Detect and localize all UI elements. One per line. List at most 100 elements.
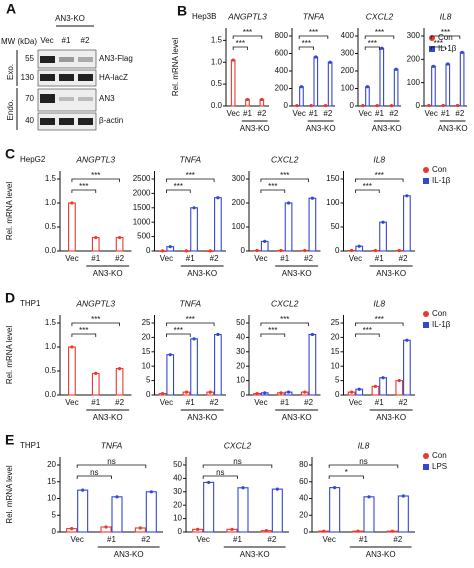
significance-bracket [260, 178, 309, 182]
significance-label: *** [91, 171, 100, 180]
significance-label: *** [363, 182, 372, 191]
y-tick-label: 200 [232, 198, 246, 207]
bar-dot [373, 248, 378, 253]
legend-marker [423, 453, 429, 459]
y-tick-label: 10 [47, 494, 56, 503]
bar-dot [70, 527, 74, 531]
x-tick-label: #2 [304, 398, 313, 407]
y-tick-label: 25 [142, 318, 151, 327]
y-tick-label: 5 [146, 376, 151, 385]
bar-dot [390, 529, 394, 533]
x-tick-label: #1 [375, 398, 384, 407]
bar-dot [389, 104, 394, 108]
significance-bracket [202, 464, 273, 468]
significance-label: *** [236, 39, 245, 48]
x-tick-label: Vec [292, 109, 305, 118]
y-tick-label: 10 [173, 514, 182, 523]
y-axis-label: Rel. mRNA level [5, 326, 14, 384]
legend-marker [423, 311, 429, 317]
bar-dot [314, 55, 318, 59]
band [78, 118, 93, 125]
legend-marker [423, 464, 429, 470]
y-axis-label: Rel. mRNA level [5, 465, 14, 523]
x-tick-label: #1 [309, 109, 318, 118]
bar-dot [323, 103, 328, 108]
y-tick-label: 40 [299, 494, 308, 503]
y-tick-label: 2500 [133, 174, 151, 183]
x-tick-label: #1 [91, 254, 100, 263]
y-tick-label: 0 [178, 527, 183, 536]
bar [230, 59, 236, 107]
significance-label: *** [91, 315, 100, 324]
bar-dot [460, 50, 464, 54]
band [59, 118, 74, 125]
bar [115, 368, 124, 396]
bar [445, 63, 451, 107]
y-tick-label: 15 [47, 477, 56, 486]
subplot-title: CXCL2 [366, 11, 394, 21]
bar-dot [367, 495, 371, 499]
bar-dot [70, 201, 74, 205]
bar [77, 489, 89, 533]
legend-label: Con [432, 165, 447, 174]
bar-dot [333, 486, 337, 490]
x-tick-label: #1 [280, 398, 289, 407]
x-tick-label: #1 [186, 254, 195, 263]
subplot-title: IL8 [373, 298, 385, 308]
subplot-title: TNFA [179, 298, 201, 308]
significance-label: ns [359, 457, 367, 466]
bar-dot [168, 353, 172, 357]
y-tick-label: 20 [47, 460, 56, 469]
significance-bracket [76, 475, 112, 479]
bar [379, 47, 385, 107]
x-tick-label: #1 [186, 398, 195, 407]
bar-dot [361, 104, 365, 108]
bar-dot [381, 376, 385, 380]
group-label: AN3-KO [240, 550, 270, 559]
y-tick-label: 1500 [133, 203, 151, 212]
bar-dot [168, 245, 172, 249]
lane-label: #1 [62, 36, 71, 45]
y-tick-label: 300 [341, 49, 355, 58]
y-tick-label: 5 [52, 510, 57, 519]
bar [365, 86, 370, 107]
bar [166, 354, 175, 396]
x-tick-label: Vec [424, 109, 437, 118]
subplot-title: TNFA [179, 154, 201, 164]
significance-label: *** [79, 182, 88, 191]
y-tick-label: 100 [326, 198, 340, 207]
significance-bracket [71, 333, 97, 337]
significance-bracket [298, 46, 314, 50]
x-tick-label: #2 [267, 535, 276, 544]
bar-dot [196, 527, 200, 531]
bar [68, 202, 76, 252]
x-tick-label: Vec [65, 254, 78, 263]
x-tick-label: Vec [254, 254, 267, 263]
bar [111, 496, 123, 533]
significance-label: *** [363, 326, 372, 335]
x-tick-label: Vec [160, 254, 173, 263]
bar [403, 195, 411, 252]
band-name: AN3 [99, 94, 115, 103]
significance-label: *** [309, 28, 318, 37]
bar-dot [286, 390, 291, 394]
y-tick-label: 0.0 [211, 101, 223, 110]
lane-label: #2 [81, 36, 90, 45]
y-tick-label: 0.0 [45, 390, 57, 399]
bar-dot [295, 103, 299, 108]
y-tick-label: 0.5 [45, 222, 57, 231]
bar-dot [446, 62, 450, 66]
bar-dot [373, 384, 378, 388]
band [78, 57, 93, 62]
bar [203, 481, 215, 533]
significance-label: *** [268, 182, 277, 191]
group-label: AN3-KO [282, 413, 312, 422]
panel-label: A [6, 1, 16, 17]
significance-bracket [166, 178, 215, 182]
cell-line: Hep3B [192, 12, 216, 21]
y-tick-label: 60 [299, 477, 308, 486]
bar [313, 56, 319, 107]
significance-bracket [71, 178, 120, 182]
bar-dot [117, 235, 122, 240]
y-tick-label: 1000 [133, 217, 151, 226]
